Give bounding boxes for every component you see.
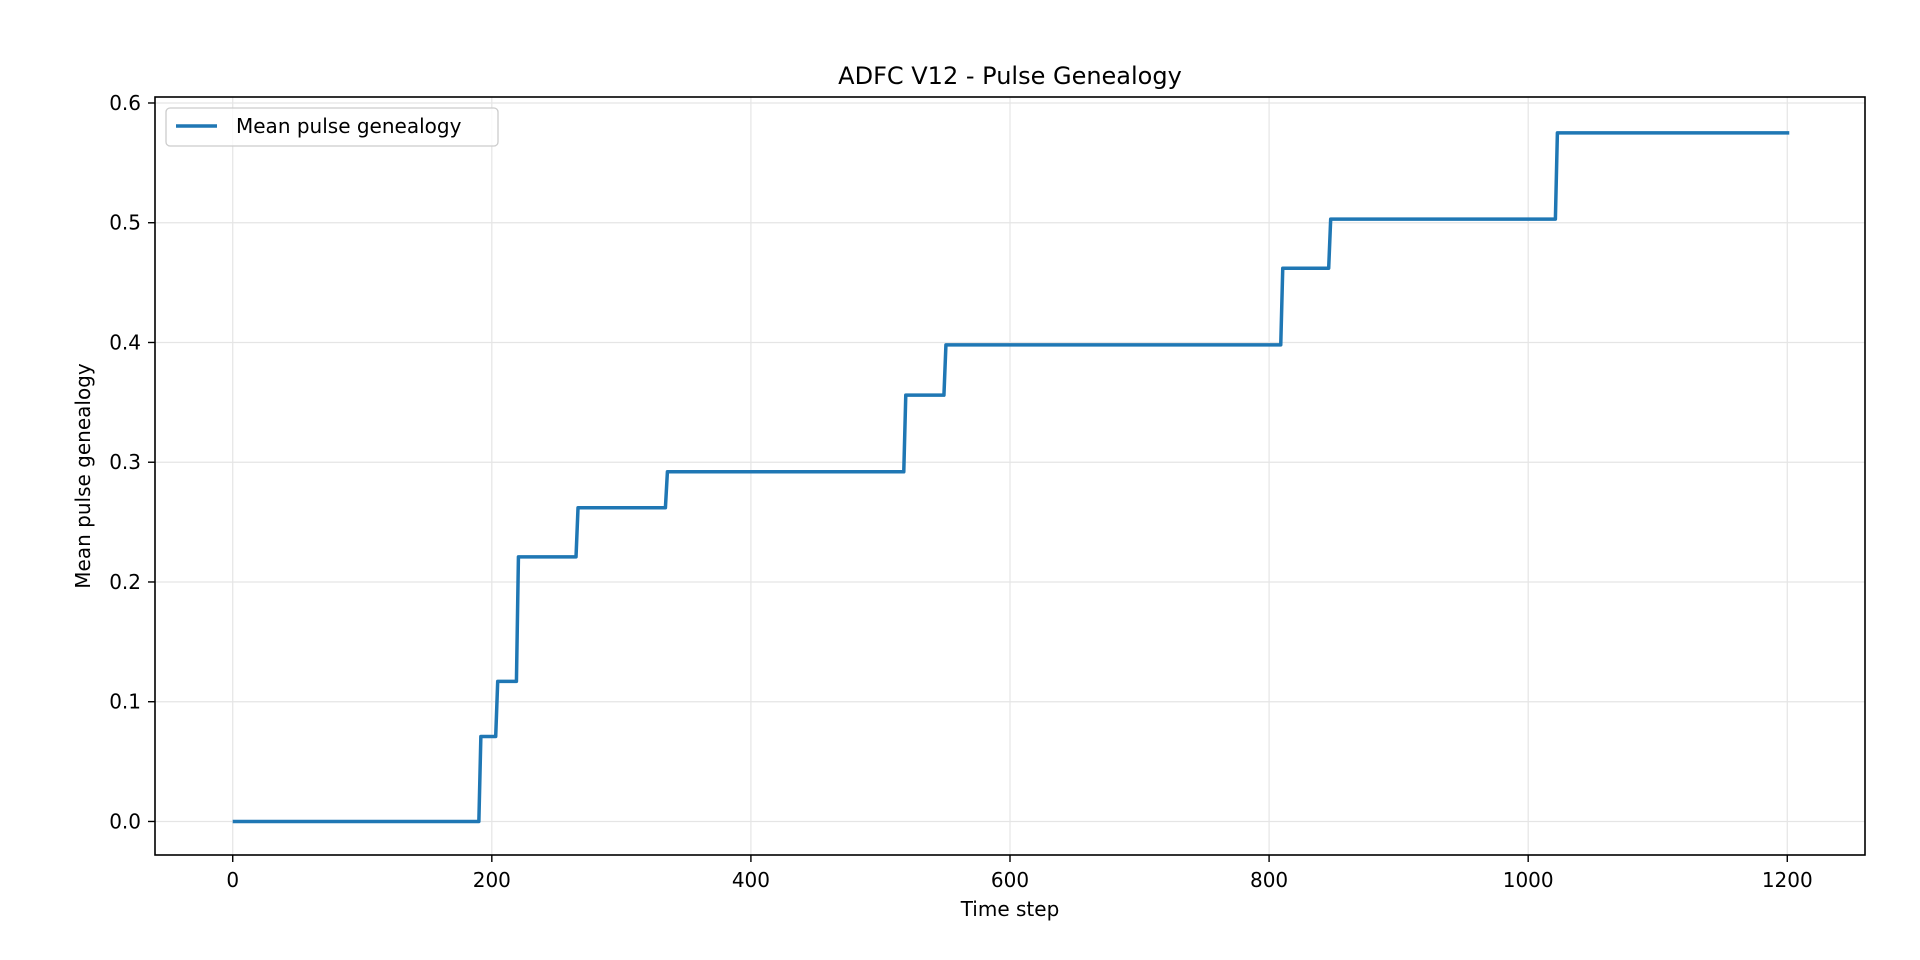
chart-title: ADFC V12 - Pulse Genealogy [838,62,1182,90]
y-tick-label: 0.1 [109,690,141,714]
legend: Mean pulse genealogy [165,107,499,147]
x-tick-label: 200 [473,868,511,892]
y-tick-label: 0.2 [109,570,141,594]
y-axis-label: Mean pulse genealogy [71,363,95,589]
x-tick-label: 600 [991,868,1029,892]
series-line [232,131,1790,824]
legend-label: Mean pulse genealogy [236,114,462,138]
x-tick-label: 1200 [1762,868,1813,892]
y-tick-label: 0.4 [109,330,141,354]
legend-box [165,107,499,147]
x-tick-label: 1000 [1503,868,1554,892]
y-tick-label: 0.3 [109,450,141,474]
x-axis-ticks: 0 200 400 600 800 1000 1200 [226,855,1813,892]
series-layer [232,131,1790,824]
x-tick-label: 800 [1250,868,1288,892]
y-tick-label: 0.5 [109,211,141,235]
y-axis-ticks: 0.0 0.1 0.2 0.3 0.4 0.5 0.6 [109,91,155,833]
x-tick-label: 400 [732,868,770,892]
x-axis-label: Time step [960,897,1060,921]
x-tick-label: 0 [226,868,239,892]
y-tick-label: 0.6 [109,91,141,115]
y-tick-label: 0.0 [109,809,141,833]
